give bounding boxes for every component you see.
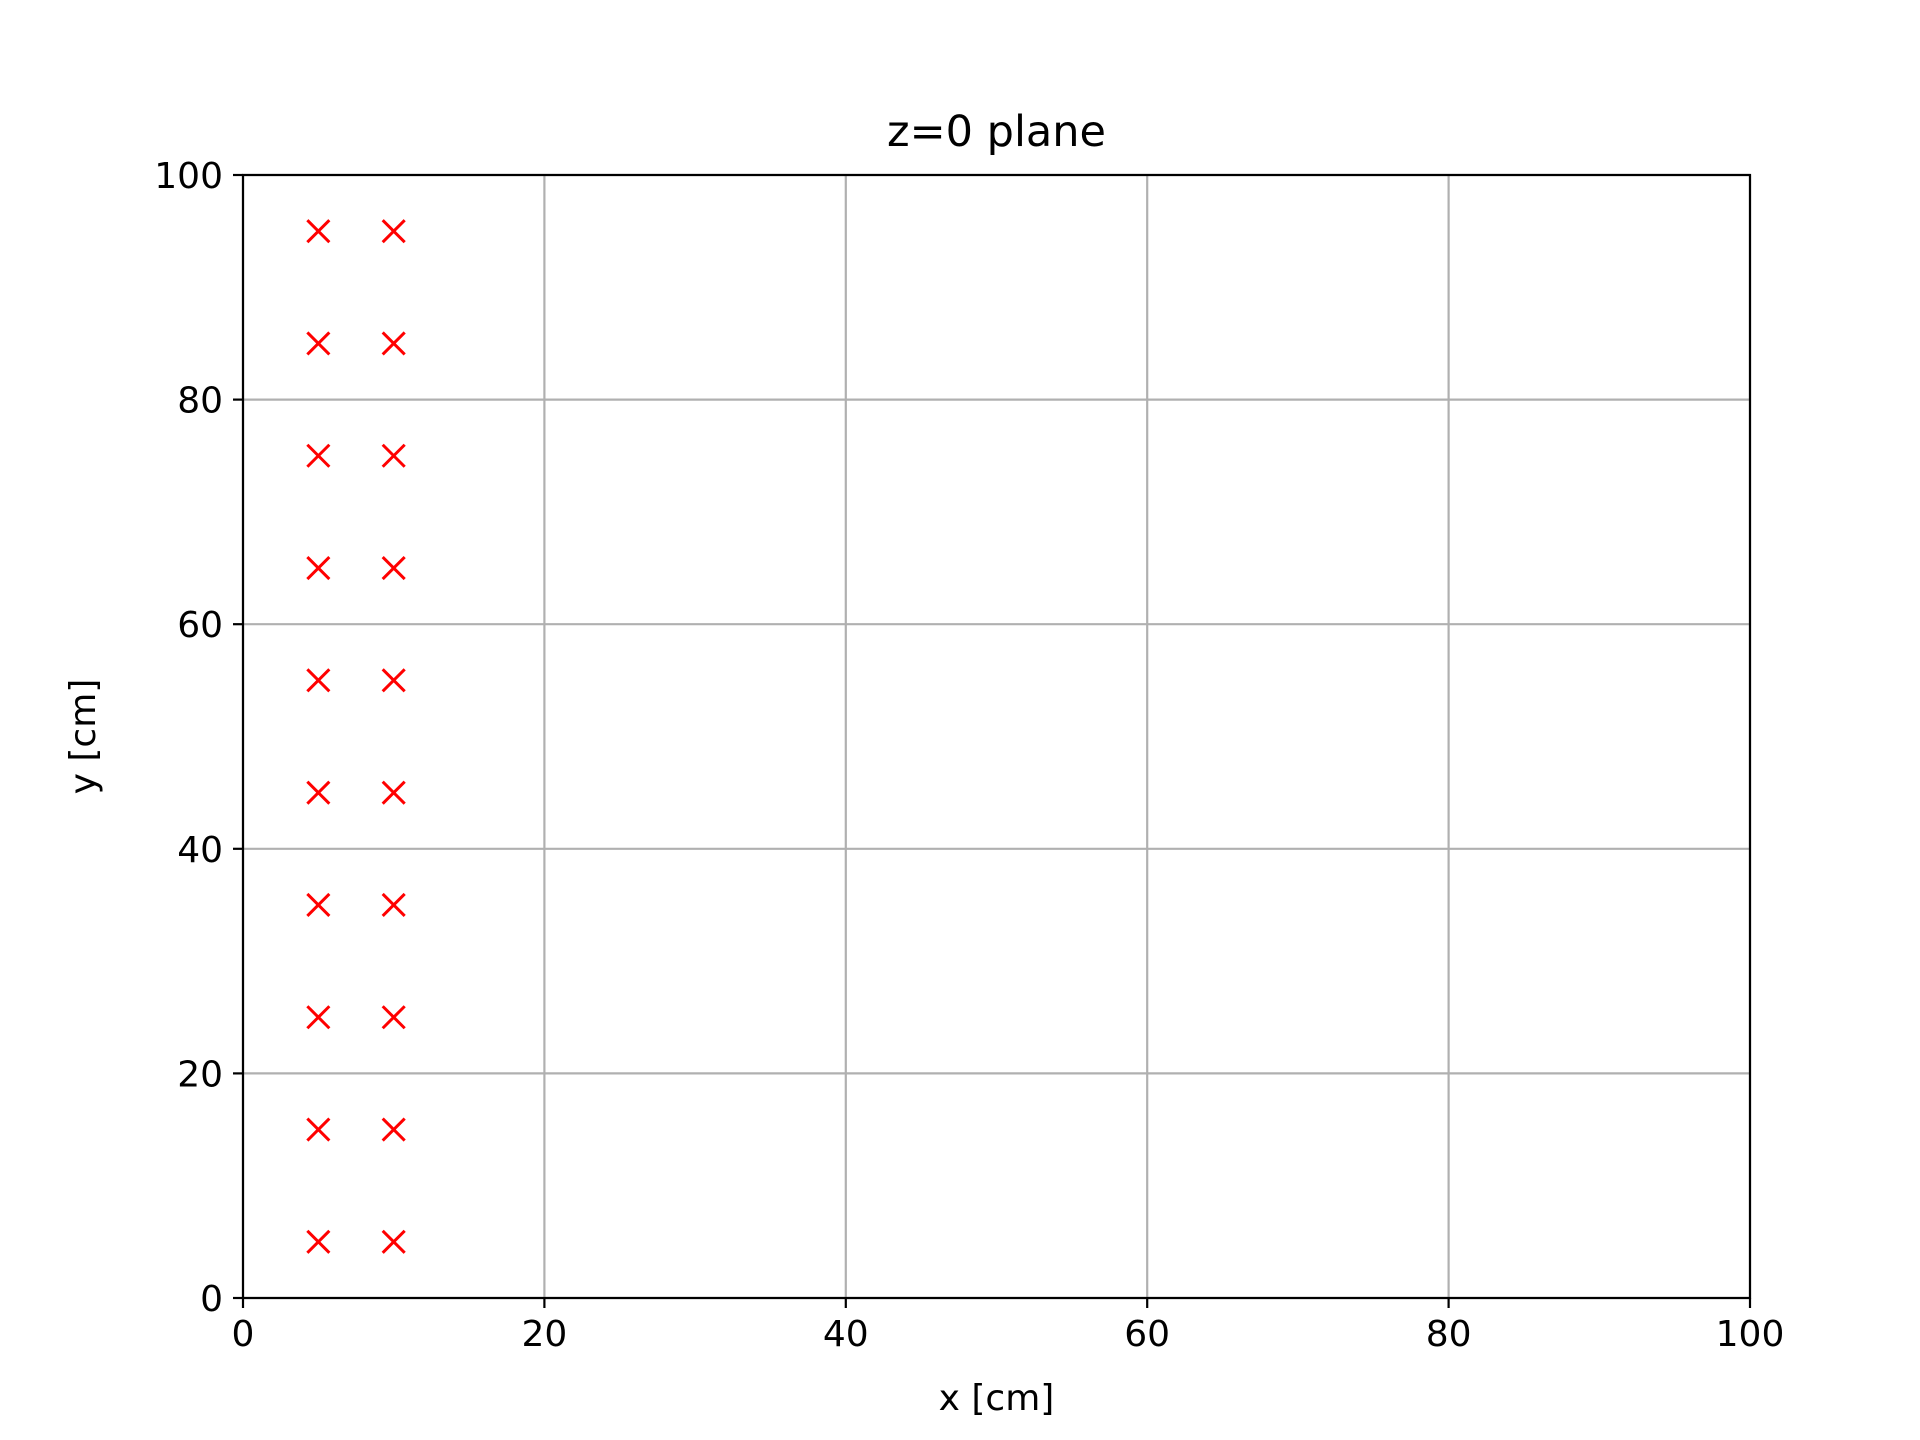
y-tick-label-4: 80 — [177, 381, 223, 422]
x-tick-label-1: 20 — [521, 1314, 567, 1355]
x-tick-label-4: 80 — [1426, 1314, 1472, 1355]
y-tick-label-1: 20 — [177, 1054, 223, 1095]
x-tick-label-0: 0 — [232, 1314, 255, 1355]
chart-title: z=0 plane — [887, 107, 1106, 157]
y-tick-label-5: 100 — [154, 156, 223, 197]
x-tick-label-2: 40 — [823, 1314, 869, 1355]
x-tick-label-3: 60 — [1124, 1314, 1170, 1355]
y-axis-label: y [cm] — [63, 679, 104, 795]
y-tick-label-2: 40 — [177, 830, 223, 871]
x-tick-label-5: 100 — [1716, 1314, 1785, 1355]
y-tick-label-3: 60 — [177, 605, 223, 646]
y-tick-label-0: 0 — [200, 1279, 223, 1320]
x-axis-label: x [cm] — [939, 1378, 1055, 1419]
